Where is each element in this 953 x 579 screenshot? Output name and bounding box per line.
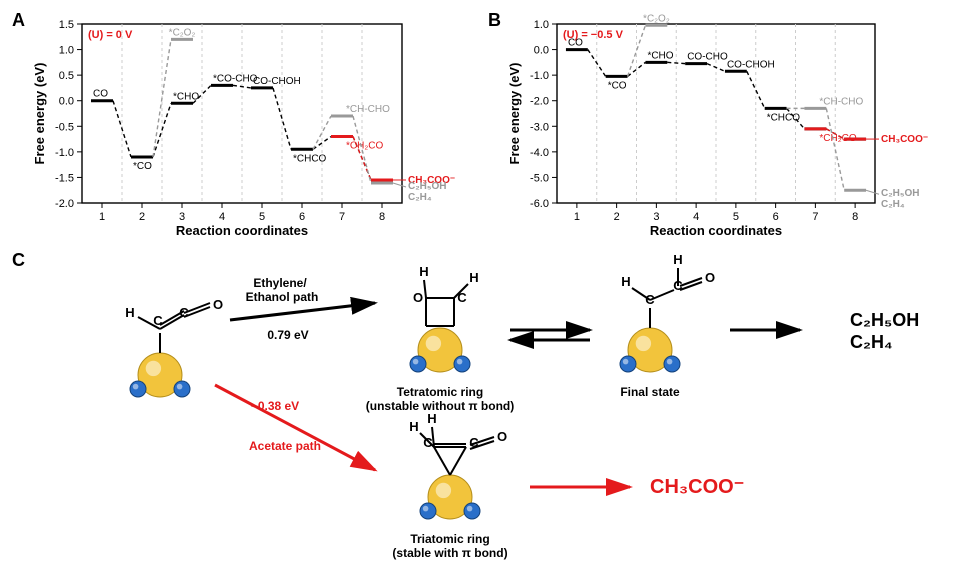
svg-text:*CHCO: *CHCO xyxy=(767,112,801,123)
svg-text:(U) = 0 V: (U) = 0 V xyxy=(88,29,133,41)
svg-text:*CO: *CO xyxy=(133,161,152,172)
svg-text:1: 1 xyxy=(99,211,105,223)
svg-text:O: O xyxy=(213,297,223,312)
figure-container: A B C -2.0 -1.5 -1.0 -0.5 0.0 0.5 1.0 1.5 1 2 3 4 5 6… xyxy=(10,10,943,569)
svg-text:C₂H₅OH: C₂H₅OH xyxy=(850,310,919,330)
svg-text:5: 5 xyxy=(733,211,739,223)
svg-text:C₂H₅OH: C₂H₅OH xyxy=(881,188,919,199)
svg-text:Ethanol path: Ethanol path xyxy=(246,290,319,304)
svg-text:H: H xyxy=(409,419,418,434)
svg-text:4: 4 xyxy=(693,211,699,223)
svg-text:H: H xyxy=(621,274,630,289)
svg-text:6: 6 xyxy=(299,211,305,223)
svg-text:H: H xyxy=(427,411,436,426)
svg-text:2: 2 xyxy=(614,211,620,223)
chart-a-svg: -2.0 -1.5 -1.0 -0.5 0.0 0.5 1.0 1.5 1 2 3 4 5 6 7 8 Reac… xyxy=(30,14,470,239)
svg-text:-6.0: -6.0 xyxy=(530,198,549,210)
svg-text:CO: CO xyxy=(93,89,108,100)
svg-text:Free energy (eV): Free energy (eV) xyxy=(32,63,47,165)
svg-text:0.5: 0.5 xyxy=(59,70,74,82)
svg-text:Ethylene/: Ethylene/ xyxy=(253,276,307,290)
svg-text:H: H xyxy=(419,264,428,279)
svg-text:C₂H₅OH: C₂H₅OH xyxy=(408,181,446,192)
svg-text:*CHO: *CHO xyxy=(647,50,673,61)
svg-text:C₂H₄: C₂H₄ xyxy=(881,199,905,210)
svg-text:1.5: 1.5 xyxy=(59,19,74,31)
svg-text:-2.0: -2.0 xyxy=(530,96,549,108)
svg-text:*CHCO: *CHCO xyxy=(293,153,327,164)
svg-text:Acetate path: Acetate path xyxy=(249,439,321,453)
svg-text:*C₂O₂: *C₂O₂ xyxy=(169,27,196,38)
svg-text:C: C xyxy=(179,305,189,320)
svg-text:1: 1 xyxy=(574,211,580,223)
svg-text:(unstable without π bond): (unstable without π bond) xyxy=(366,399,515,413)
svg-text:3: 3 xyxy=(653,211,659,223)
svg-text:6: 6 xyxy=(773,211,779,223)
svg-text:-3.0: -3.0 xyxy=(530,121,549,133)
svg-text:O: O xyxy=(705,270,715,285)
panel-a-label: A xyxy=(12,10,25,31)
svg-text:CO-CHO: CO-CHO xyxy=(687,52,728,63)
svg-text:1.0: 1.0 xyxy=(534,19,549,31)
svg-text:CH₃COO⁻: CH₃COO⁻ xyxy=(881,134,928,145)
svg-text:4: 4 xyxy=(219,211,225,223)
svg-text:(stable with π bond): (stable with π bond) xyxy=(392,546,507,560)
svg-text:5: 5 xyxy=(259,211,265,223)
svg-text:*C₂O₂: *C₂O₂ xyxy=(643,14,670,24)
svg-text:Reaction coordinates: Reaction coordinates xyxy=(176,223,308,238)
svg-text:H: H xyxy=(469,270,478,285)
panel-b-label: B xyxy=(488,10,501,31)
svg-text:0.79 eV: 0.79 eV xyxy=(267,328,308,342)
svg-text:CO: CO xyxy=(568,38,583,49)
svg-text:Tetratomic ring: Tetratomic ring xyxy=(397,385,483,399)
svg-text:C: C xyxy=(153,313,163,328)
svg-text:-1.5: -1.5 xyxy=(55,172,74,184)
svg-text:O: O xyxy=(497,429,507,444)
svg-text:Triatomic ring: Triatomic ring xyxy=(410,532,489,546)
svg-text:*CH-CHO: *CH-CHO xyxy=(346,104,390,115)
svg-text:0.0: 0.0 xyxy=(534,45,549,57)
svg-text:-0.5: -0.5 xyxy=(55,121,74,133)
svg-text:1.0: 1.0 xyxy=(59,45,74,57)
svg-text:-5.0: -5.0 xyxy=(530,172,549,184)
svg-text:CO-CHOH: CO-CHOH xyxy=(253,76,301,87)
svg-text:*CO-CHO: *CO-CHO xyxy=(213,73,258,84)
chart-b-svg: -6.0 -5.0 -4.0 -3.0 -2.0 -1.0 0.0 1.0 1 2 3 4 5 6 7 8 Re… xyxy=(505,14,943,239)
svg-text:Reaction coordinates: Reaction coordinates xyxy=(650,223,782,238)
svg-text:*CO: *CO xyxy=(608,80,627,91)
panel-a-chart: -2.0 -1.5 -1.0 -0.5 0.0 0.5 1.0 1.5 1 2 3 4 5 6 7 8 Reac… xyxy=(30,14,470,239)
svg-text:-1.0: -1.0 xyxy=(55,147,74,159)
svg-text:0.0: 0.0 xyxy=(59,96,74,108)
svg-text:8: 8 xyxy=(379,211,385,223)
svg-text:C₂H₄: C₂H₄ xyxy=(408,192,432,203)
svg-text:*CH₂CO: *CH₂CO xyxy=(346,141,383,152)
svg-text:7: 7 xyxy=(812,211,818,223)
panel-c-label: C xyxy=(12,250,25,271)
svg-text:-1.0: -1.0 xyxy=(530,70,549,82)
svg-text:7: 7 xyxy=(339,211,345,223)
svg-text:*CH-CHO: *CH-CHO xyxy=(819,96,863,107)
svg-text:Final state: Final state xyxy=(620,385,680,399)
svg-text:O: O xyxy=(413,290,423,305)
diagram-c-svg: OHCCEthylene/Ethanol path0.79 eV−0.38 eV… xyxy=(30,255,943,569)
svg-text:Free energy (eV): Free energy (eV) xyxy=(507,63,522,165)
svg-text:CH₃COO⁻: CH₃COO⁻ xyxy=(650,476,744,498)
svg-text:*CHO: *CHO xyxy=(173,91,199,102)
svg-text:H: H xyxy=(673,255,682,267)
panel-c-diagram: OHCCEthylene/Ethanol path0.79 eV−0.38 eV… xyxy=(30,255,943,569)
svg-text:-2.0: -2.0 xyxy=(55,198,74,210)
svg-text:−0.38 eV: −0.38 eV xyxy=(251,399,299,413)
panel-b-chart: -6.0 -5.0 -4.0 -3.0 -2.0 -1.0 0.0 1.0 1 2 3 4 5 6 7 8 Re… xyxy=(505,14,943,239)
svg-text:-4.0: -4.0 xyxy=(530,147,549,159)
svg-text:H: H xyxy=(125,305,134,320)
svg-text:C₂H₄: C₂H₄ xyxy=(850,332,893,352)
svg-text:CO-CHOH: CO-CHOH xyxy=(727,59,775,70)
svg-text:3: 3 xyxy=(179,211,185,223)
svg-text:8: 8 xyxy=(852,211,858,223)
svg-text:2: 2 xyxy=(139,211,145,223)
